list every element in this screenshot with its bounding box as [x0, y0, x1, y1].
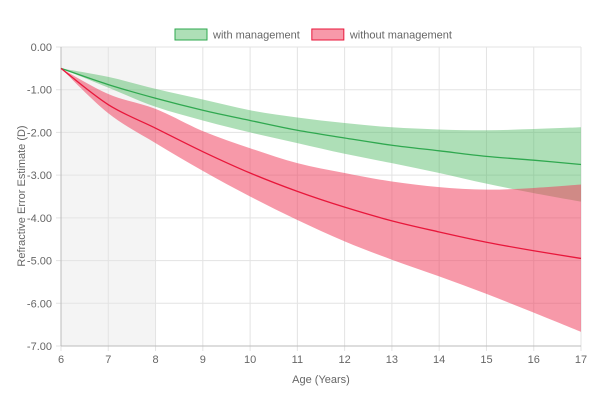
- x-tick-label: 9: [200, 354, 206, 366]
- y-tick-label: -7.00: [27, 341, 52, 353]
- x-axis-label: Age (Years): [292, 374, 350, 386]
- x-tick-label: 13: [386, 354, 398, 366]
- x-tick-label: 11: [292, 354, 303, 366]
- y-tick-label: -1.00: [27, 85, 52, 97]
- y-tick-label: -6.00: [27, 298, 52, 310]
- mean-line: [60, 67, 582, 166]
- y-axis-label: Refractive Error Estimate (D): [16, 125, 28, 266]
- x-tick-label: 7: [105, 354, 111, 366]
- x-tick-label: 14: [433, 354, 445, 366]
- x-tick-label: 10: [244, 354, 256, 366]
- legend: with management without management: [174, 28, 452, 42]
- y-tick-label: -5.00: [27, 256, 52, 268]
- lines: [60, 67, 582, 260]
- legend-label: without management: [349, 30, 452, 42]
- tick-labels: 6 7 8 9 10 11 12 13 14 15 16 17 0.00 -1.00 -2.00 -3.00 -…: [27, 42, 587, 366]
- legend-label: with management: [212, 30, 300, 42]
- confidence-band: [61, 68, 581, 202]
- x-tick-label: 16: [528, 354, 540, 366]
- y-tick-label: -4.00: [27, 213, 52, 225]
- legend-swatch: [174, 28, 208, 41]
- x-tick-label: 12: [339, 354, 351, 366]
- legend-swatch: [311, 28, 345, 41]
- y-tick-label: 0.00: [31, 42, 52, 54]
- x-tick-label: 17: [575, 354, 587, 366]
- x-tick-label: 6: [58, 354, 64, 366]
- x-tick-label: 8: [152, 354, 158, 366]
- x-tick-label: 15: [480, 354, 492, 366]
- mean-line: [60, 67, 582, 260]
- y-tick-label: -2.00: [27, 127, 52, 139]
- y-tick-label: -3.00: [27, 170, 52, 182]
